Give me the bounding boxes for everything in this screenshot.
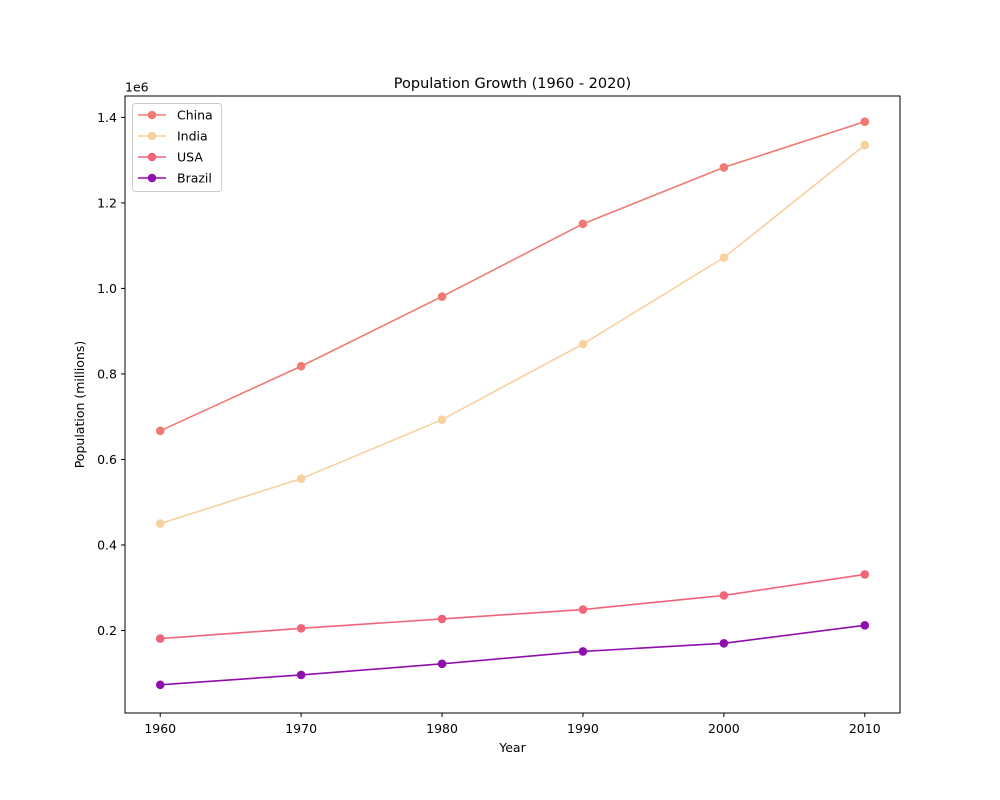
series-india [155, 140, 870, 528]
data-point-india [860, 140, 870, 150]
legend-label-usa: USA [177, 150, 203, 165]
legend-marker-india [147, 131, 157, 141]
data-point-brazil [860, 621, 870, 630]
data-point-usa [860, 570, 870, 579]
data-point-india [155, 519, 165, 528]
legend-item-china: China [138, 108, 213, 123]
data-point-india [719, 253, 729, 262]
data-point-china [860, 117, 870, 126]
series-brazil [155, 621, 870, 690]
y-axis-label: Population (millions) [72, 341, 87, 469]
x-tick-label: 2000 [708, 721, 740, 736]
data-point-china [578, 219, 588, 229]
legend-marker-china [147, 110, 157, 120]
y-tick-label: 0.2 [97, 623, 117, 638]
data-point-brazil [578, 647, 588, 656]
legend-label-china: China [177, 108, 213, 123]
data-point-india [437, 415, 447, 424]
y-tick-label: 1.4 [97, 110, 117, 125]
x-tick-label: 2010 [849, 721, 881, 736]
series-usa [155, 570, 870, 643]
y-tick-label: 0.8 [97, 366, 117, 381]
legend-item-india: India [138, 129, 208, 144]
y-tick-label: 0.6 [97, 452, 117, 467]
legend-label-india: India [177, 129, 208, 144]
series-line-india [159, 144, 866, 525]
data-point-brazil [296, 670, 306, 680]
x-tick-label: 1980 [426, 721, 458, 736]
y-tick-label: 0.4 [97, 537, 117, 552]
x-axis-label: Year [498, 740, 526, 755]
legend: China India USA Brazil [132, 103, 222, 192]
data-point-usa [719, 591, 729, 600]
plot-frame [124, 95, 901, 714]
data-point-usa [437, 614, 447, 624]
data-point-usa [155, 634, 165, 643]
data-point-china [296, 361, 306, 371]
x-tick-label: 1990 [567, 721, 599, 736]
legend-item-brazil: Brazil [138, 171, 212, 186]
data-point-india [296, 474, 306, 483]
series-china [155, 117, 870, 436]
y-axis: 0.2 0.4 0.6 0.8 1.0 1.2 1.4 [97, 110, 125, 638]
data-point-india [578, 339, 588, 349]
legend-box [132, 103, 222, 192]
data-point-brazil [155, 680, 165, 690]
chart-title: Population Growth (1960 - 2020) [394, 76, 631, 92]
x-axis: 1960 1970 1980 1990 2000 2010 [144, 713, 881, 736]
legend-item-usa: USA [138, 150, 203, 165]
legend-label-brazil: Brazil [177, 171, 212, 186]
legend-marker-brazil [147, 173, 157, 183]
x-tick-label: 1970 [285, 721, 317, 736]
plot-area [155, 117, 870, 690]
series-line-china [159, 120, 866, 432]
data-point-usa [296, 624, 306, 633]
series-line-usa [160, 573, 865, 640]
data-point-china [437, 292, 447, 301]
x-tick-label: 1960 [144, 721, 176, 736]
data-point-usa [578, 605, 588, 614]
y-tick-label: 1.2 [97, 195, 117, 210]
legend-marker-usa [147, 152, 157, 162]
data-point-brazil [437, 659, 447, 669]
y-offset-label: 1e6 [125, 80, 149, 95]
data-point-brazil [719, 639, 729, 648]
series-line-brazil [160, 624, 865, 686]
data-point-china [719, 163, 729, 172]
data-point-china [155, 426, 165, 436]
y-tick-label: 1.0 [97, 281, 117, 296]
